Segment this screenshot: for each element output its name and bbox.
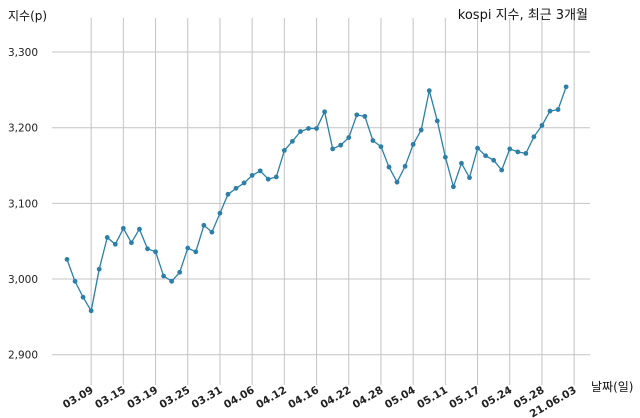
data-point (217, 210, 223, 216)
x-tick-label: 05.04 (383, 384, 418, 411)
x-tick-label: 04.16 (286, 384, 321, 411)
data-point (298, 129, 303, 134)
data-point (137, 226, 142, 232)
y-tick-label: 3,200 (8, 123, 38, 135)
data-point (491, 157, 497, 163)
y-tick-label: 2,900 (8, 350, 38, 362)
data-point (209, 229, 215, 235)
data-point (193, 249, 199, 255)
data-point (201, 222, 207, 228)
x-tick-label: 04.12 (254, 384, 289, 411)
data-point (281, 148, 287, 153)
data-point (330, 146, 336, 152)
data-point (257, 168, 263, 174)
data-point (233, 185, 239, 191)
y-axis-label: 지수(p) (8, 9, 48, 23)
x-tick-label: 03.25 (157, 384, 192, 411)
data-point (531, 134, 537, 140)
data-point (483, 153, 488, 159)
data-point (402, 163, 408, 169)
data-points (64, 84, 569, 314)
data-point (153, 249, 158, 255)
data-point (273, 174, 279, 180)
data-point (378, 144, 384, 150)
data-point (322, 109, 327, 115)
data-point (64, 256, 70, 262)
data-point (241, 180, 247, 186)
data-point (459, 160, 464, 166)
y-tick-labels: 2,900 3,000 3,100 3,200 3,300 (8, 47, 38, 362)
data-point (185, 245, 191, 251)
data-point (96, 266, 102, 272)
x-tick-label: 04.28 (351, 384, 386, 411)
data-point (507, 146, 513, 152)
data-point (80, 294, 86, 300)
data-point (177, 269, 183, 275)
data-point (346, 135, 352, 140)
data-point (129, 240, 134, 246)
data-point (112, 241, 118, 247)
x-tick-label: 05.17 (447, 384, 482, 411)
data-point (306, 126, 311, 131)
data-point (72, 278, 78, 284)
data-point (563, 84, 569, 90)
data-point (225, 191, 231, 197)
data-point (104, 235, 110, 240)
x-tick-label: 04.22 (318, 384, 353, 411)
x-tick-label: 05.24 (479, 384, 514, 411)
data-point (169, 278, 175, 284)
data-point (314, 126, 319, 131)
x-tick-label: 04.06 (222, 384, 257, 411)
data-point (338, 142, 344, 148)
data-point (362, 113, 368, 119)
data-point (555, 107, 561, 112)
x-tick-label: 03.09 (61, 384, 96, 411)
data-point (523, 151, 529, 156)
data-point (145, 246, 150, 252)
data-point (442, 154, 448, 160)
data-point (265, 176, 271, 182)
data-point (161, 273, 167, 279)
chart-title: kospi 지수, 최근 3개월 (457, 8, 588, 23)
x-axis-label: 날짜(일) (591, 380, 634, 394)
data-point (515, 149, 521, 155)
data-point (426, 88, 432, 94)
data-point (394, 179, 400, 185)
data-point (418, 127, 424, 133)
data-point (386, 164, 392, 170)
data-point (88, 308, 94, 314)
data-point (370, 138, 376, 143)
x-tick-labels: 03.0903.1503.1903.2503.3104.0604.1204.16… (61, 384, 579, 418)
data-point (434, 118, 440, 124)
data-point (499, 167, 505, 173)
x-tick-label: 03.19 (125, 384, 160, 411)
data-point (249, 172, 255, 178)
x-tick-label: 03.15 (93, 384, 128, 411)
data-point (539, 123, 545, 128)
data-point (467, 175, 472, 181)
y-tick-label: 3,300 (8, 47, 38, 59)
data-point (547, 108, 553, 114)
data-point (451, 184, 456, 190)
data-point (120, 225, 126, 231)
y-tick-label: 3,100 (8, 198, 38, 210)
y-tick-label: 3,000 (8, 274, 38, 286)
data-point (410, 141, 416, 147)
data-point (354, 112, 360, 118)
x-tick-label: 05.11 (415, 384, 450, 411)
x-tick-label: 03.31 (190, 384, 225, 411)
data-point (475, 145, 480, 151)
data-point (290, 138, 295, 144)
grid-lines (52, 18, 590, 385)
